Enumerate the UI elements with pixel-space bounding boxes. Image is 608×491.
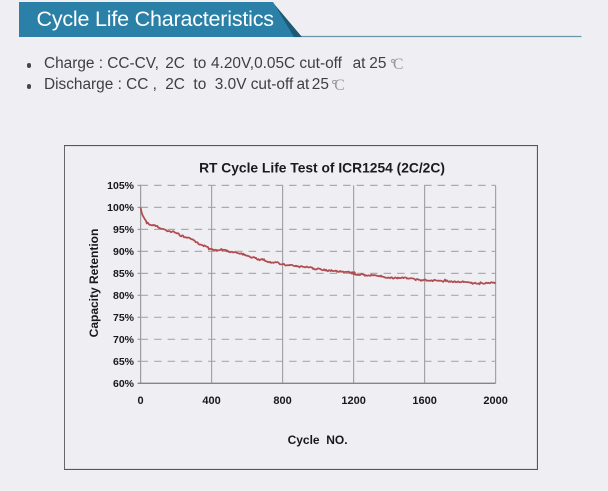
svg-text:RT Cycle Life Test of ICR1254: RT Cycle Life Test of ICR1254 (2C/2C) bbox=[199, 161, 445, 176]
svg-text:60%: 60% bbox=[113, 378, 135, 390]
svg-text:70%: 70% bbox=[113, 334, 135, 346]
svg-text:95%: 95% bbox=[113, 224, 135, 236]
svg-text:0: 0 bbox=[138, 395, 144, 407]
svg-text:100%: 100% bbox=[107, 202, 135, 214]
svg-text:800: 800 bbox=[273, 395, 291, 407]
svg-text:1600: 1600 bbox=[412, 395, 436, 407]
svg-text:400: 400 bbox=[202, 395, 220, 407]
svg-text:105%: 105% bbox=[107, 180, 135, 192]
svg-text:2000: 2000 bbox=[483, 395, 507, 407]
svg-text:75%: 75% bbox=[113, 312, 135, 324]
svg-text:1200: 1200 bbox=[341, 395, 365, 407]
svg-text:65%: 65% bbox=[113, 356, 135, 368]
svg-text:90%: 90% bbox=[113, 246, 135, 258]
svg-text:Capacity Retention: Capacity Retention bbox=[87, 229, 101, 338]
svg-text:80%: 80% bbox=[113, 290, 135, 302]
svg-text:Cycle NO.: Cycle NO. bbox=[288, 433, 348, 447]
svg-text:85%: 85% bbox=[113, 268, 135, 280]
